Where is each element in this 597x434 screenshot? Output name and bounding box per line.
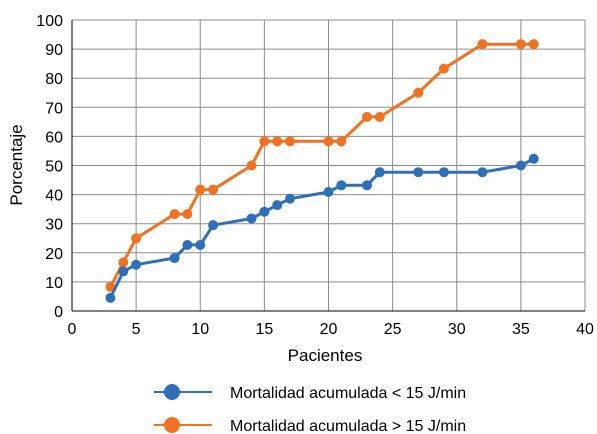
x-tick-label: 35 <box>512 321 530 338</box>
x-tick-label: 15 <box>255 321 273 338</box>
series-1 <box>105 153 539 303</box>
y-tick-label: 0 <box>54 304 63 321</box>
series-2 <box>105 39 539 292</box>
data-point <box>182 239 193 250</box>
data-point <box>208 220 219 231</box>
data-point <box>477 167 488 178</box>
data-point <box>118 257 129 268</box>
series-line <box>109 157 535 299</box>
data-point <box>285 193 296 204</box>
data-point <box>169 253 180 264</box>
data-point <box>515 39 526 50</box>
legend: Mortalidad acumulada < 15 J/min Mortalida… <box>154 384 466 434</box>
data-point <box>259 206 270 217</box>
data-point <box>208 184 219 195</box>
data-point <box>477 39 488 50</box>
legend-marker <box>164 384 180 400</box>
data-point <box>169 209 180 220</box>
data-point <box>438 63 449 74</box>
data-point <box>259 136 270 147</box>
y-tick-label: 30 <box>45 217 63 234</box>
data-point <box>323 186 334 197</box>
data-point <box>323 136 334 147</box>
x-tick-label: 10 <box>191 321 209 338</box>
y-tick-label: 60 <box>45 129 63 146</box>
data-point <box>374 167 385 178</box>
data-point <box>105 292 116 303</box>
data-point <box>285 136 296 147</box>
y-tick-label: 50 <box>45 159 63 176</box>
legend-label: Mortalidad acumulada < 15 J/min <box>230 385 466 402</box>
data-point <box>413 167 424 178</box>
data-point <box>515 160 526 171</box>
legend-item-1: Mortalidad acumulada < 15 J/min <box>154 384 466 402</box>
data-point <box>246 213 257 224</box>
y-tick-label: 70 <box>45 100 63 117</box>
data-point <box>336 180 347 191</box>
x-tick-label: 5 <box>132 321 141 338</box>
y-tick-label: 80 <box>45 71 63 88</box>
x-tick-label: 20 <box>320 321 338 338</box>
data-point <box>272 136 283 147</box>
x-tick-label: 30 <box>448 321 466 338</box>
data-point <box>272 200 283 211</box>
legend-item-2: Mortalidad acumulada > 15 J/min <box>154 417 466 434</box>
data-point <box>361 111 372 122</box>
legend-label: Mortalidad acumulada > 15 J/min <box>230 418 466 434</box>
data-point <box>246 160 257 171</box>
grid <box>72 19 586 311</box>
legend-marker <box>164 417 180 433</box>
data-point <box>361 180 372 191</box>
data-point <box>131 259 142 270</box>
data-point <box>195 184 206 195</box>
data-point <box>195 239 206 250</box>
y-tick-label: 100 <box>36 13 63 30</box>
data-point <box>336 136 347 147</box>
series-group <box>105 39 539 303</box>
data-point <box>182 209 193 220</box>
data-point <box>438 167 449 178</box>
y-axis-title: Porcentaje <box>7 124 26 205</box>
y-tick-label: 90 <box>45 42 63 59</box>
data-point <box>131 233 142 244</box>
x-axis-title: Pacientes <box>288 346 363 365</box>
data-point <box>528 39 539 50</box>
axes: 0 10 20 30 40 50 60 70 80 90 100 0 5 10 15 20 25 30 35 40 <box>36 13 594 338</box>
x-tick-label: 0 <box>68 321 77 338</box>
data-point <box>118 266 129 277</box>
data-point <box>528 153 539 164</box>
y-tick-label: 20 <box>45 246 63 263</box>
y-tick-label: 10 <box>45 275 63 292</box>
x-tick-label: 25 <box>384 321 402 338</box>
y-tick-label: 40 <box>45 188 63 205</box>
data-point <box>374 111 385 122</box>
x-tick-label: 40 <box>576 321 594 338</box>
data-point <box>413 87 424 98</box>
